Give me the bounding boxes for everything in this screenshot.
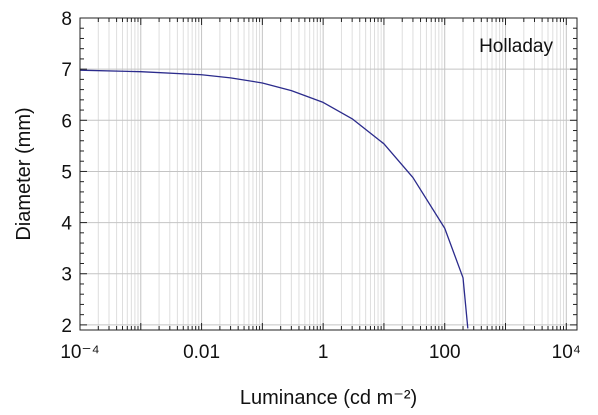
x-axis-title: Luminance (cd m⁻²)	[240, 387, 417, 409]
x-tick-label: 10⁻⁴	[60, 342, 99, 363]
grid	[79, 17, 577, 330]
tick-labels: 10⁻⁴ 0.01 1 100 10⁴ 2 3 4 5 6 7 8	[60, 9, 581, 363]
y-axis-title: Diameter (mm)	[13, 107, 35, 240]
y-tick-label: 4	[61, 214, 72, 235]
y-tick-label: 2	[61, 316, 72, 337]
plot-frame	[79, 17, 578, 331]
x-tick-label: 1	[318, 342, 329, 363]
x-tick-label: 0.01	[183, 342, 220, 363]
y-tick-label: 3	[61, 265, 72, 286]
y-tick-label: 8	[61, 9, 72, 30]
series-layer	[79, 69, 469, 329]
x-tick-label: 10⁴	[552, 342, 581, 363]
ticks	[79, 17, 577, 330]
y-tick-label: 7	[61, 60, 72, 81]
annotation-holladay: Holladay	[479, 36, 553, 57]
y-tick-label: 5	[61, 162, 72, 183]
x-tick-label: 100	[429, 342, 461, 363]
series-line	[79, 69, 469, 329]
y-tick-label: 6	[61, 111, 72, 132]
